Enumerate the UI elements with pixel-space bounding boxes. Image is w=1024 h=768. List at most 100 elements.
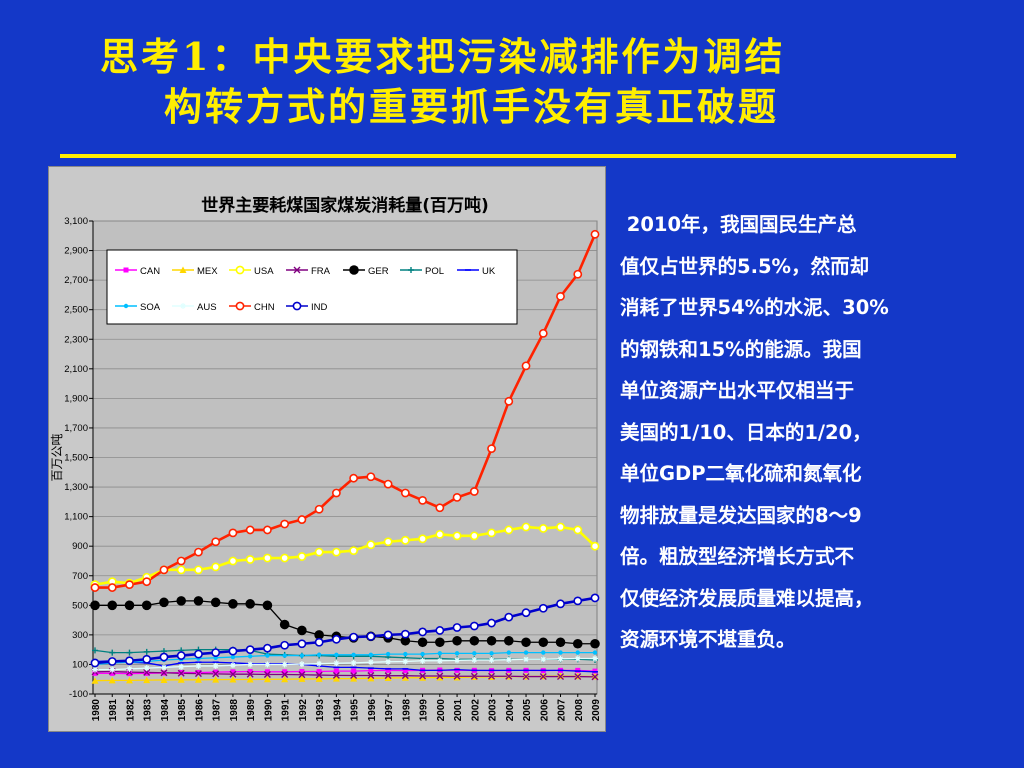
data-point-ger — [572, 638, 583, 649]
data-point-ger — [297, 625, 307, 636]
data-point-ger — [503, 635, 514, 646]
body-line: 2010年，我国国民生产总 — [620, 213, 857, 236]
title-underline — [60, 154, 956, 158]
data-point-usa — [383, 537, 393, 547]
data-point-can — [316, 669, 322, 675]
data-point-chn — [538, 328, 548, 338]
body-line: 仅使经济发展质量难以提高， — [620, 586, 874, 610]
legend-label: USA — [254, 266, 274, 277]
y-tick-label: 900 — [72, 541, 88, 552]
x-tick-label: 2003 — [488, 699, 499, 722]
data-point-ger — [107, 600, 118, 611]
data-point-ind — [297, 639, 307, 649]
data-point-ger — [590, 638, 600, 649]
legend-marker-usa — [235, 265, 245, 275]
data-point-mex — [125, 676, 133, 684]
data-point-usa — [228, 556, 238, 566]
y-tick-label: 1,500 — [64, 453, 88, 464]
data-point-ger — [486, 635, 497, 646]
data-point-mex — [367, 674, 375, 682]
x-tick-label: 2000 — [436, 699, 447, 722]
data-point-ger — [159, 597, 169, 608]
data-point-chn — [314, 504, 324, 514]
data-point-ind — [400, 629, 410, 639]
data-point-chn — [573, 269, 583, 279]
data-point-soa — [523, 650, 529, 655]
y-tick-label: -100 — [69, 689, 88, 700]
data-point-ind — [211, 648, 221, 658]
data-point-aus — [402, 658, 409, 665]
y-tick-label: 2,900 — [64, 246, 88, 257]
data-point-chn — [590, 229, 600, 239]
data-point-usa — [314, 547, 324, 557]
data-point-mex — [143, 676, 151, 684]
data-point-aus — [505, 656, 512, 663]
data-point-ger — [124, 600, 135, 611]
x-tick-label: 1994 — [332, 699, 343, 722]
x-tick-label: 1991 — [281, 699, 292, 722]
data-point-can — [282, 669, 288, 675]
data-point-usa — [297, 552, 307, 561]
legend-marker-pol — [408, 267, 414, 273]
data-point-aus — [471, 657, 478, 664]
legend-marker-soa — [123, 303, 129, 309]
y-tick-label: 1,700 — [64, 423, 88, 434]
data-point-soa — [575, 650, 580, 655]
x-tick-label: 1998 — [401, 699, 412, 722]
data-point-can — [368, 668, 374, 674]
data-point-usa — [435, 529, 445, 539]
legend-label: IND — [311, 302, 328, 313]
data-point-ind — [383, 630, 393, 640]
data-point-usa — [452, 531, 462, 541]
data-point-usa — [245, 555, 255, 564]
x-tick-label: 1993 — [315, 699, 326, 722]
data-point-chn — [263, 525, 272, 535]
data-point-aus — [367, 659, 374, 666]
data-point-usa — [331, 547, 341, 557]
data-point-soa — [368, 652, 374, 658]
data-point-chn — [107, 583, 117, 592]
data-point-aus — [333, 660, 340, 667]
slide-title: 思考1：中央要求把污染减排作为调结 构转方式的重要抓手没有真正破题 — [60, 32, 980, 132]
x-tick-label: 2009 — [591, 699, 602, 722]
data-point-can — [402, 668, 408, 674]
data-point-aus — [229, 662, 236, 669]
x-tick-label: 2006 — [539, 699, 550, 722]
body-text: 2010年，我国国民生产总 值仅占世界的5.5%，然而却 消耗了世界54%的水泥、3… — [620, 204, 980, 661]
data-point-aus — [212, 662, 219, 669]
data-point-can — [92, 670, 98, 676]
data-point-fra — [591, 673, 599, 681]
data-point-ger — [417, 637, 428, 648]
data-point-usa — [211, 562, 221, 572]
y-axis-label: 百万公吨 — [50, 433, 64, 481]
data-point-mex — [298, 675, 306, 682]
data-point-soa — [299, 653, 305, 658]
y-tick-label: 1,900 — [64, 393, 88, 404]
data-point-soa — [437, 651, 443, 656]
data-point-ind — [263, 643, 272, 653]
data-point-ind — [349, 632, 359, 642]
y-tick-label: 500 — [72, 600, 88, 611]
data-point-chn — [297, 515, 307, 524]
data-point-fra — [160, 669, 168, 677]
data-point-ind — [521, 608, 531, 618]
legend-label: MEX — [197, 266, 218, 277]
x-tick-label: 1995 — [350, 699, 361, 722]
data-point-soa — [385, 651, 391, 657]
data-point-chn — [435, 503, 445, 513]
data-point-mex — [350, 675, 358, 682]
legend-marker-aus — [180, 303, 186, 309]
data-point-ger — [245, 599, 255, 609]
data-point-soa — [472, 651, 477, 656]
data-point-can — [109, 670, 115, 676]
data-point-mex — [419, 674, 427, 681]
data-point-aus — [160, 664, 167, 671]
data-point-aus — [298, 661, 305, 668]
legend-label: GER — [368, 266, 389, 277]
x-tick-label: 1980 — [91, 699, 102, 722]
data-point-mex — [177, 676, 185, 683]
data-point-chn — [211, 537, 221, 547]
data-point-chn — [159, 565, 169, 575]
data-point-ind — [194, 649, 203, 659]
data-point-chn — [418, 495, 427, 505]
